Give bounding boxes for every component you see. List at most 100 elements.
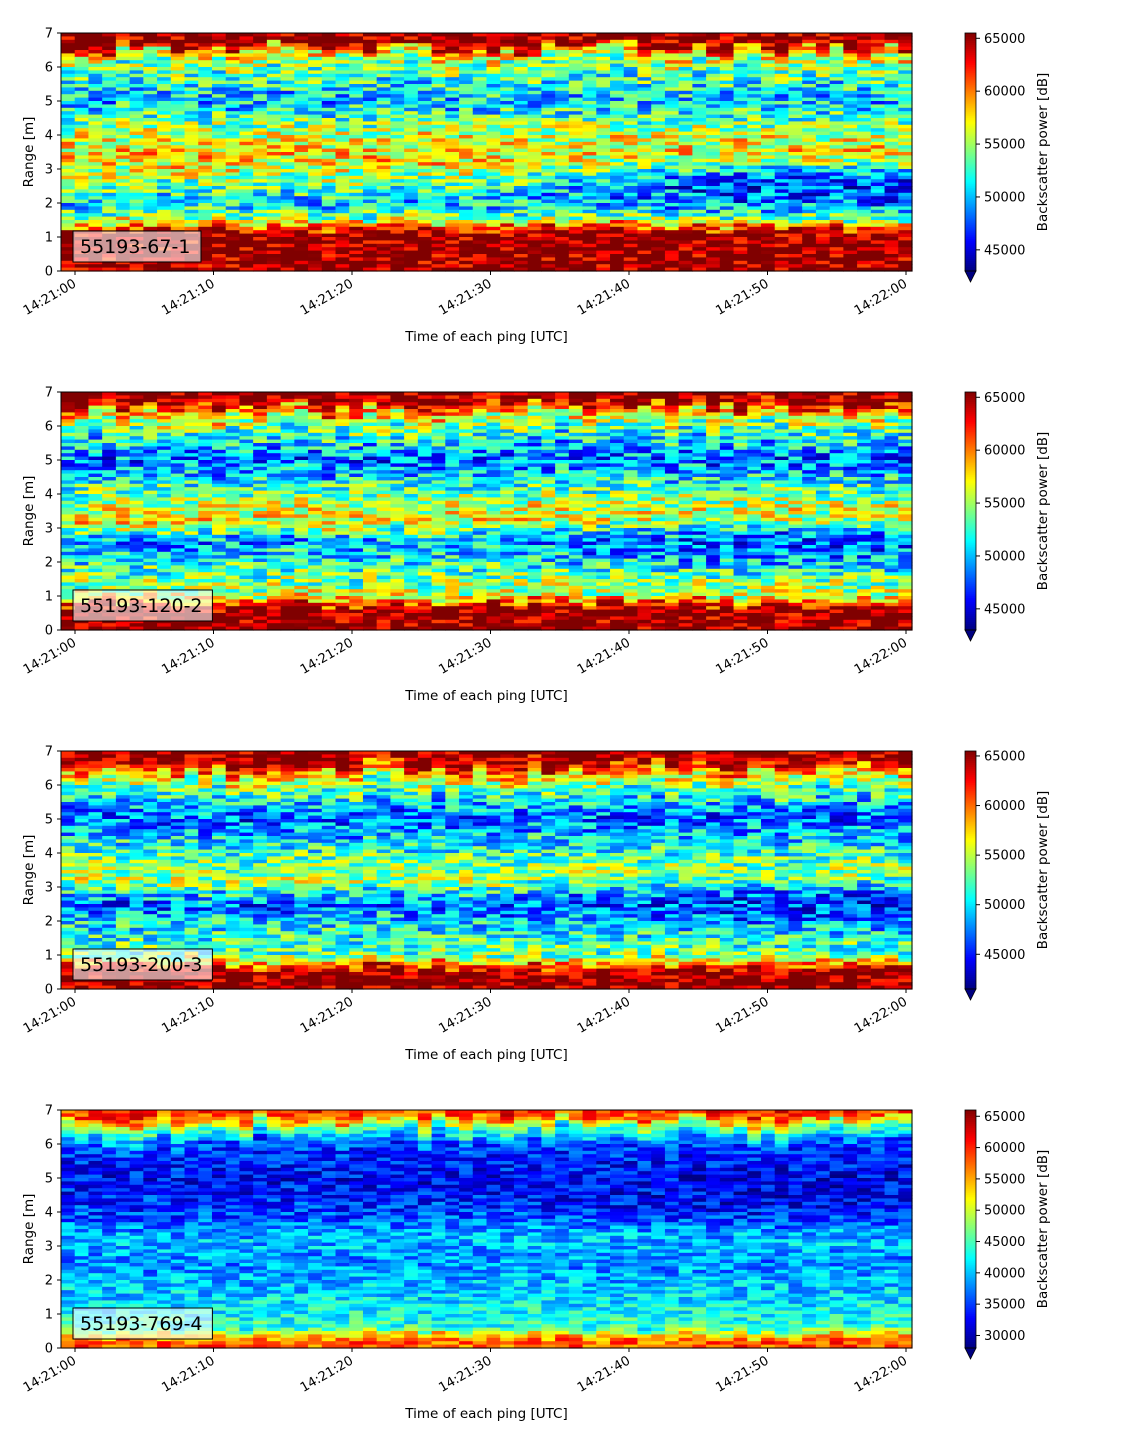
heatmap-cell	[417, 97, 433, 102]
heatmap-cell	[472, 237, 488, 241]
heatmap-cell	[404, 128, 419, 133]
heatmap-cell	[294, 90, 309, 95]
heatmap-cell	[349, 33, 364, 37]
heatmap-cell	[527, 145, 543, 150]
heatmap-cell	[253, 148, 268, 153]
heatmap-cell	[239, 43, 254, 48]
heatmap-cell	[321, 220, 337, 224]
heatmap-cell	[555, 230, 570, 235]
heatmap-cell	[417, 240, 433, 245]
heatmap-cell	[376, 121, 392, 126]
heatmap-cell	[280, 46, 295, 51]
heatmap-cell	[459, 67, 474, 71]
heatmap-cell	[431, 264, 446, 269]
heatmap-cell	[459, 60, 474, 65]
heatmap-cell	[74, 500, 90, 505]
heatmap-cell	[280, 192, 295, 197]
heatmap-cell	[266, 257, 282, 262]
heatmap-cell	[459, 70, 474, 75]
heatmap-cell	[459, 43, 474, 48]
heatmap-cell	[184, 179, 199, 184]
heatmap-cell	[239, 254, 254, 258]
heatmap-cell	[376, 243, 392, 248]
heatmap-cell	[500, 63, 515, 68]
heatmap-cell	[280, 114, 295, 119]
heatmap-cell	[294, 223, 309, 228]
heatmap-cell	[829, 206, 844, 211]
heatmap-cell	[253, 158, 268, 163]
heatmap-cell	[500, 203, 515, 207]
heatmap-cell	[678, 206, 693, 211]
heatmap-cell	[157, 220, 172, 224]
heatmap-cell	[390, 199, 405, 204]
heatmap-cell	[74, 226, 90, 231]
heatmap-cell	[239, 240, 254, 245]
heatmap-cell	[253, 267, 268, 272]
heatmap-cell	[637, 247, 652, 252]
heatmap-cell	[308, 53, 323, 58]
heatmap-cell	[390, 189, 405, 194]
heatmap-cell	[74, 39, 90, 44]
heatmap-cell	[431, 257, 446, 262]
heatmap-cell	[857, 247, 872, 252]
heatmap-cell	[74, 158, 90, 163]
x-tick-label: 14:21:50	[713, 276, 771, 318]
heatmap-cell	[349, 107, 364, 112]
heatmap-cell	[349, 148, 364, 153]
heatmap-cell	[308, 97, 323, 102]
heatmap-cell	[829, 128, 844, 133]
heatmap-cell	[335, 257, 350, 262]
y-tick-label: 6	[45, 61, 53, 76]
heatmap-cell	[102, 158, 117, 163]
heatmap-cell	[417, 213, 433, 218]
heatmap-cell	[582, 179, 597, 184]
heatmap-cell	[61, 73, 76, 78]
heatmap-cell	[623, 213, 639, 218]
heatmap-cell	[445, 94, 460, 99]
heatmap-cell	[678, 213, 693, 218]
heatmap-cell	[376, 148, 392, 153]
heatmap-cell	[294, 189, 309, 194]
heatmap-cell	[143, 155, 158, 160]
heatmap-cell	[253, 209, 268, 214]
heatmap-cell	[225, 141, 241, 146]
heatmap-cell	[225, 87, 241, 92]
heatmap-cell	[610, 155, 625, 160]
heatmap-cell	[774, 155, 790, 160]
heatmap-cell	[747, 172, 762, 177]
heatmap-cell	[445, 196, 460, 201]
heatmap-cell	[445, 260, 460, 265]
heatmap-cell	[115, 77, 131, 82]
heatmap-cell	[308, 90, 323, 95]
heatmap-cell	[211, 131, 227, 136]
heatmap-cell	[500, 33, 515, 37]
heatmap-cell	[445, 87, 460, 92]
heatmap-cell	[513, 118, 529, 122]
heatmap-cell	[445, 267, 460, 272]
heatmap-cell	[445, 90, 460, 95]
heatmap-cell	[143, 73, 158, 78]
heatmap-cell	[500, 138, 515, 143]
heatmap-cell	[445, 220, 460, 224]
heatmap-cell	[719, 213, 735, 218]
heatmap-cell	[184, 196, 199, 201]
heatmap-cell	[568, 179, 584, 184]
heatmap-cell	[500, 196, 515, 201]
heatmap-cell	[157, 53, 172, 58]
heatmap-cell	[623, 260, 639, 265]
heatmap-cell	[541, 260, 556, 265]
heatmap-cell	[115, 46, 131, 51]
heatmap-cell	[225, 172, 241, 177]
heatmap-cell	[335, 56, 350, 61]
heatmap-cell	[761, 230, 776, 235]
heatmap-cell	[253, 199, 268, 204]
heatmap-cell	[225, 179, 241, 184]
heatmap-cell	[623, 179, 639, 184]
heatmap-cell	[692, 155, 707, 160]
heatmap-cell	[61, 111, 76, 116]
heatmap-cell	[184, 209, 199, 214]
heatmap-cell	[211, 209, 227, 214]
heatmap-cell	[472, 206, 488, 211]
heatmap-cell	[157, 216, 172, 221]
heatmap-cell	[102, 114, 117, 119]
